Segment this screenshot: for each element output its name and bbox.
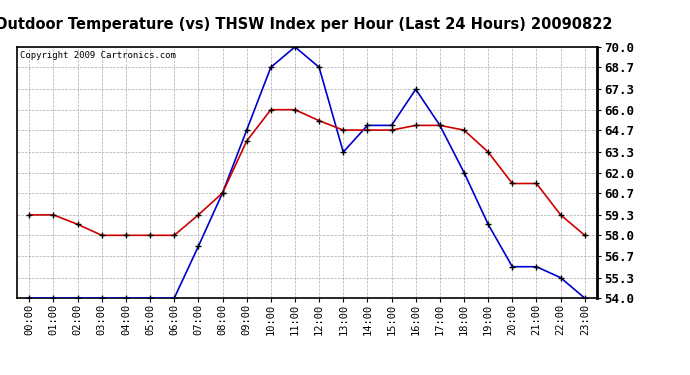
Text: Copyright 2009 Cartronics.com: Copyright 2009 Cartronics.com <box>20 51 176 60</box>
Text: Outdoor Temperature (vs) THSW Index per Hour (Last 24 Hours) 20090822: Outdoor Temperature (vs) THSW Index per … <box>0 17 612 32</box>
